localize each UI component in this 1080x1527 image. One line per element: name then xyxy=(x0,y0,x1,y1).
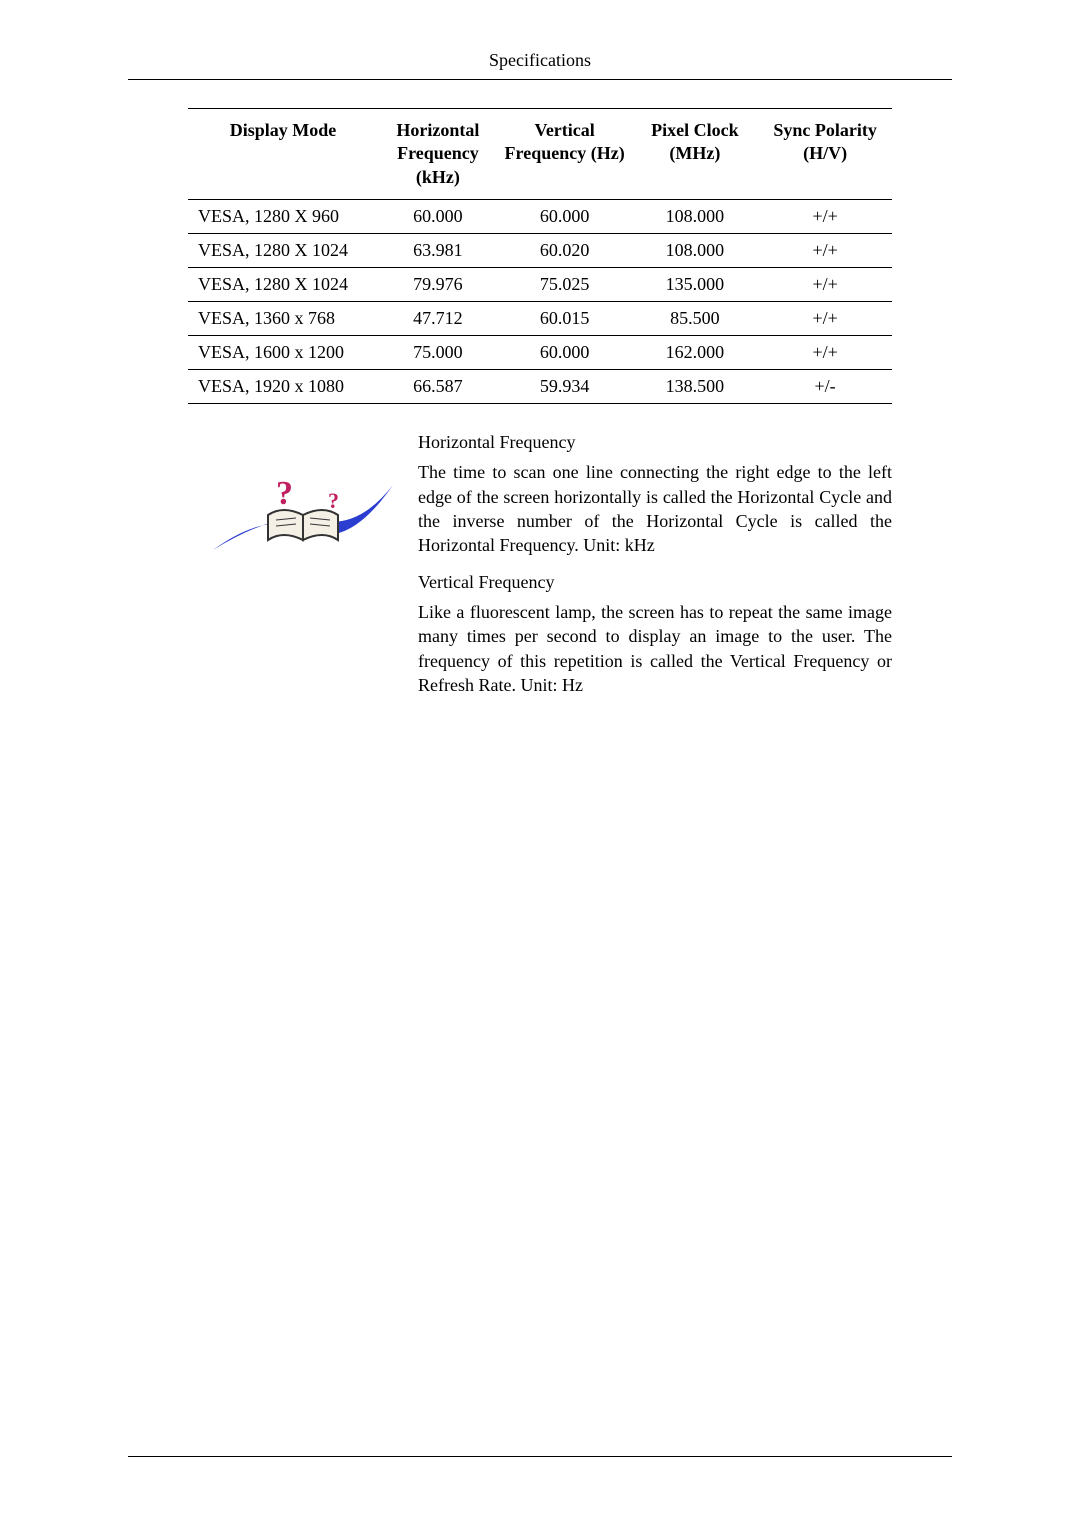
cell-horizontal-frequency: 47.712 xyxy=(378,302,498,336)
table-row: VESA, 1280 X 960 60.000 60.000 108.000 +… xyxy=(188,200,892,234)
vertical-frequency-heading: Vertical Frequency xyxy=(418,570,892,594)
table-row: VESA, 1360 x 768 47.712 60.015 85.500 +/… xyxy=(188,302,892,336)
cell-horizontal-frequency: 66.587 xyxy=(378,370,498,404)
cell-display-mode: VESA, 1280 X 1024 xyxy=(188,234,378,268)
table-row: VESA, 1280 X 1024 79.976 75.025 135.000 … xyxy=(188,268,892,302)
footer-rule xyxy=(128,1456,952,1457)
info-book-icon: ? ? xyxy=(188,430,418,570)
col-horizontal-frequency: Horizontal Frequency (kHz) xyxy=(378,109,498,200)
table-header-row: Display Mode Horizontal Frequency (kHz) … xyxy=(188,109,892,200)
explanation-block: ? ? Horizontal Frequency The time to sca… xyxy=(128,430,952,709)
cell-horizontal-frequency: 75.000 xyxy=(378,336,498,370)
col-display-mode: Display Mode xyxy=(188,109,378,200)
cell-display-mode: VESA, 1360 x 768 xyxy=(188,302,378,336)
table-row: VESA, 1280 X 1024 63.981 60.020 108.000 … xyxy=(188,234,892,268)
page-header: Specifications xyxy=(128,50,952,80)
cell-horizontal-frequency: 63.981 xyxy=(378,234,498,268)
horizontal-frequency-paragraph: The time to scan one line connecting the… xyxy=(418,460,892,557)
cell-display-mode: VESA, 1280 X 1024 xyxy=(188,268,378,302)
cell-sync-polarity: +/+ xyxy=(758,234,892,268)
cell-vertical-frequency: 60.000 xyxy=(498,336,632,370)
cell-display-mode: VESA, 1280 X 960 xyxy=(188,200,378,234)
cell-pixel-clock: 162.000 xyxy=(632,336,759,370)
cell-vertical-frequency: 59.934 xyxy=(498,370,632,404)
cell-vertical-frequency: 60.000 xyxy=(498,200,632,234)
col-vertical-frequency: Vertical Frequency (Hz) xyxy=(498,109,632,200)
cell-vertical-frequency: 60.015 xyxy=(498,302,632,336)
cell-display-mode: VESA, 1600 x 1200 xyxy=(188,336,378,370)
col-pixel-clock: Pixel Clock (MHz) xyxy=(632,109,759,200)
cell-sync-polarity: +/+ xyxy=(758,302,892,336)
cell-vertical-frequency: 75.025 xyxy=(498,268,632,302)
cell-sync-polarity: +/+ xyxy=(758,336,892,370)
cell-pixel-clock: 85.500 xyxy=(632,302,759,336)
cell-pixel-clock: 138.500 xyxy=(632,370,759,404)
table-row: VESA, 1600 x 1200 75.000 60.000 162.000 … xyxy=(188,336,892,370)
horizontal-frequency-heading: Horizontal Frequency xyxy=(418,430,892,454)
cell-horizontal-frequency: 79.976 xyxy=(378,268,498,302)
cell-pixel-clock: 108.000 xyxy=(632,234,759,268)
col-sync-polarity: Sync Polarity (H/V) xyxy=(758,109,892,200)
cell-sync-polarity: +/+ xyxy=(758,200,892,234)
cell-pixel-clock: 108.000 xyxy=(632,200,759,234)
cell-horizontal-frequency: 60.000 xyxy=(378,200,498,234)
svg-text:?: ? xyxy=(276,475,293,512)
table-row: VESA, 1920 x 1080 66.587 59.934 138.500 … xyxy=(188,370,892,404)
cell-pixel-clock: 135.000 xyxy=(632,268,759,302)
cell-sync-polarity: +/+ xyxy=(758,268,892,302)
specs-table: Display Mode Horizontal Frequency (kHz) … xyxy=(188,108,892,404)
cell-vertical-frequency: 60.020 xyxy=(498,234,632,268)
cell-sync-polarity: +/- xyxy=(758,370,892,404)
specs-table-container: Display Mode Horizontal Frequency (kHz) … xyxy=(128,108,952,404)
cell-display-mode: VESA, 1920 x 1080 xyxy=(188,370,378,404)
svg-text:?: ? xyxy=(328,488,339,513)
vertical-frequency-paragraph: Like a fluorescent lamp, the screen has … xyxy=(418,600,892,697)
